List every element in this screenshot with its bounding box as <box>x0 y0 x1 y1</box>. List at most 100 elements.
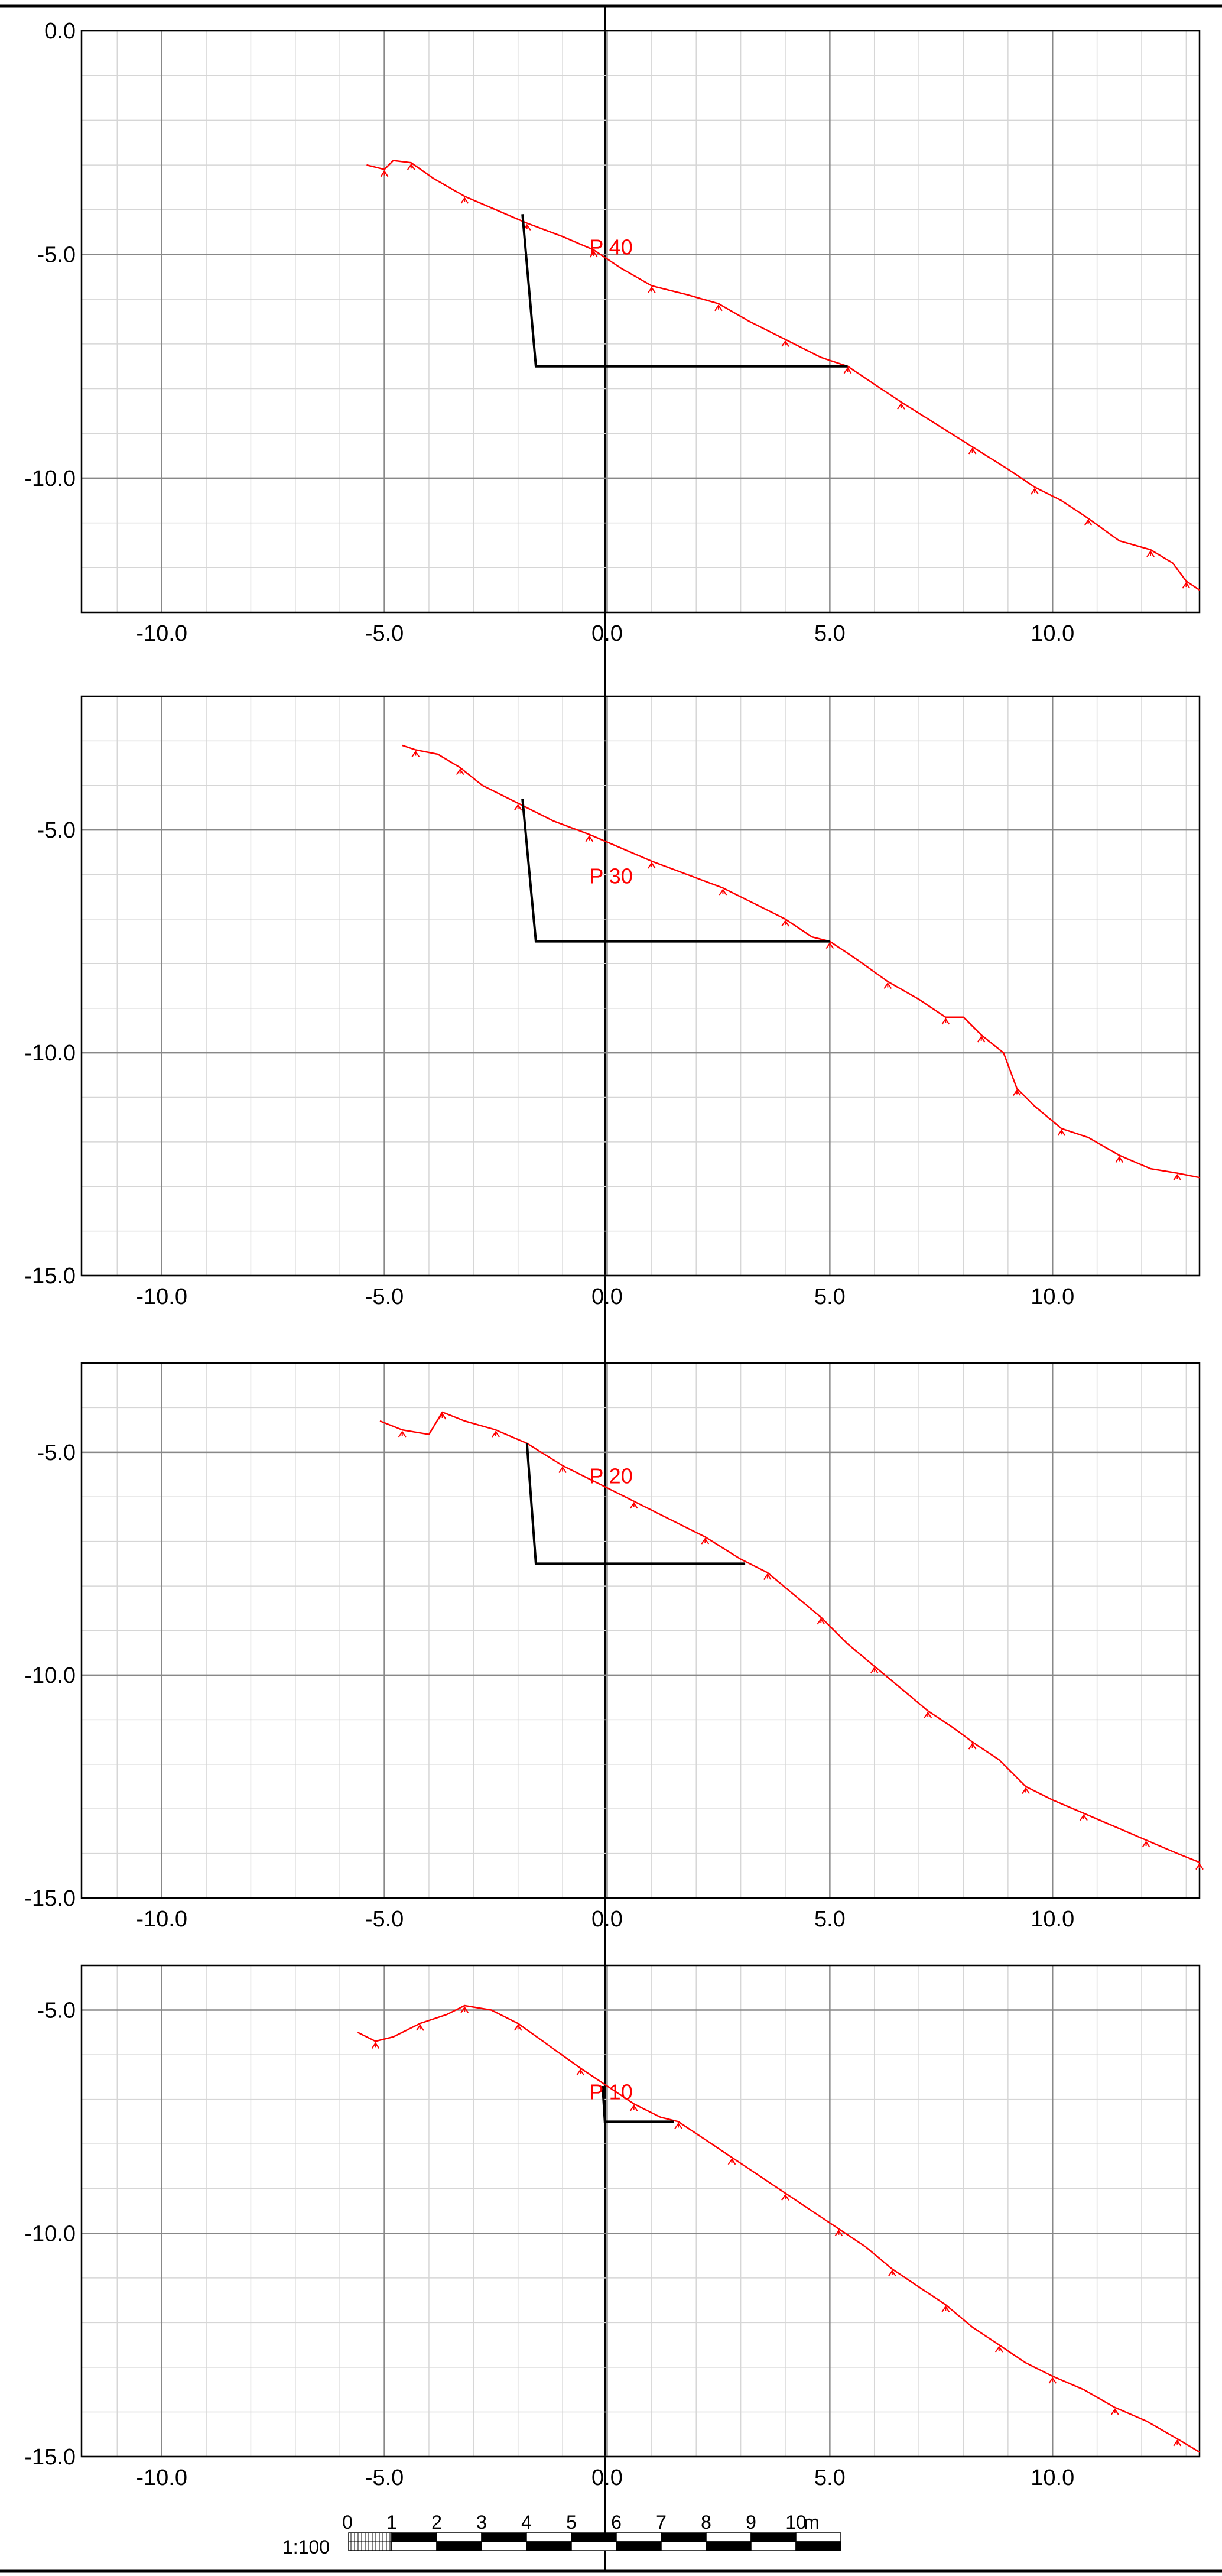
profile-panel: -10.0 -5.0 0.0 5.0 10.0 0.0 -5.0 -10.0 P 40 <box>24 19 1201 646</box>
scale-segment <box>571 2541 617 2551</box>
terrain-marker <box>514 2024 522 2031</box>
terrain-marker <box>968 1743 977 1750</box>
terrain-marker <box>1013 1089 1021 1096</box>
scale-tick-label: 4 <box>521 2512 532 2533</box>
profile-panel: -10.0 -5.0 0.0 5.0 10.0 -5.0 -10.0 -15.0 P 10 <box>24 1964 1201 2490</box>
scale-unit-label: m <box>804 2512 820 2533</box>
plot-frame <box>80 30 1201 614</box>
terrain-marker <box>460 197 469 204</box>
scale-tick-label: 0 <box>342 2512 353 2533</box>
x-tick-label: -10.0 <box>136 2465 187 2490</box>
scale-tick-label: 2 <box>431 2512 442 2533</box>
x-tick-label: -10.0 <box>136 1284 187 1309</box>
scale-segment <box>795 2532 841 2542</box>
terrain-marker <box>781 920 789 927</box>
plot-frame <box>80 1964 1201 2458</box>
terrain-marker <box>416 2024 424 2031</box>
plot-frame <box>80 1362 1201 1899</box>
scale-segment <box>391 2532 437 2542</box>
y-tick-label: -5.0 <box>37 818 76 843</box>
scale-hatch-block <box>348 2532 392 2551</box>
scale-tick-label: 5 <box>566 2512 577 2533</box>
x-tick-label: 10.0 <box>1031 1284 1074 1309</box>
terrain-marker <box>701 1537 710 1545</box>
plot-frame <box>80 695 1201 1277</box>
scale-tick-label: 9 <box>746 2512 756 2533</box>
x-tick-label: 0.0 <box>592 1907 623 1932</box>
terrain-marker <box>1195 1863 1204 1870</box>
x-tick-label: 5.0 <box>814 1284 846 1309</box>
terrain-marker <box>585 835 594 842</box>
scale-tick-label: 10 <box>785 2512 807 2533</box>
terrain-marker <box>994 2345 1003 2353</box>
x-tick-label: -5.0 <box>365 621 404 646</box>
profile-label: P 20 <box>589 1464 632 1488</box>
scale-segment <box>391 2541 437 2551</box>
x-tick-label: 5.0 <box>814 2465 846 2490</box>
terrain-marker <box>398 1430 407 1438</box>
terrain-marker <box>380 170 389 177</box>
x-tick-label: 5.0 <box>814 621 846 646</box>
terrain-marker <box>897 403 905 410</box>
x-tick-label: 0.0 <box>592 621 623 646</box>
terrain-marker <box>941 2305 950 2312</box>
terrain-marker <box>1022 1787 1030 1795</box>
x-tick-label: 0.0 <box>592 2465 623 2490</box>
x-tick-label: -5.0 <box>365 1907 404 1932</box>
excavation-line <box>525 1443 746 1565</box>
excavation-line <box>521 799 830 943</box>
y-tick-label: -5.0 <box>37 242 76 267</box>
scale-segment <box>436 2532 482 2542</box>
scale-segment <box>706 2541 752 2551</box>
scale-segment <box>481 2541 527 2551</box>
excavation-line <box>521 214 848 368</box>
profile-panels: -10.0 -5.0 0.0 5.0 10.00.0-5.0-10.0P 40-10.0… <box>24 19 1204 2490</box>
terrain-marker <box>826 942 834 949</box>
terrain-marker <box>781 2194 789 2201</box>
scale-segment <box>750 2532 797 2542</box>
y-tick-label: -15.0 <box>24 2445 76 2470</box>
scale-segment <box>616 2541 662 2551</box>
y-tick-label: -10.0 <box>24 2221 76 2246</box>
terrain-marker <box>576 2068 585 2076</box>
scale-tick-label: 3 <box>476 2512 487 2533</box>
scale-segment <box>750 2541 797 2551</box>
terrain-line <box>379 1411 1200 1863</box>
x-tick-label: 10.0 <box>1031 1907 1074 1932</box>
terrain-line <box>357 2004 1200 2453</box>
scale-bar: 1:100 m 0 1 2 3 4 5 6 7 8 9 10 <box>282 2512 841 2558</box>
terrain-marker <box>407 163 415 170</box>
terrain-marker <box>781 340 789 347</box>
scale-segment <box>661 2541 707 2551</box>
terrain-marker <box>674 2122 682 2129</box>
terrain-marker <box>648 286 656 294</box>
scale-segment <box>706 2532 752 2542</box>
scale-segment <box>436 2541 482 2551</box>
scale-segment <box>571 2532 617 2542</box>
profile-label: P 30 <box>589 864 632 888</box>
x-tick-label: 0.0 <box>592 1284 623 1309</box>
y-tick-label: -5.0 <box>37 1441 76 1465</box>
x-tick-label: -10.0 <box>136 1907 187 1932</box>
x-tick-label: 10.0 <box>1031 2465 1074 2490</box>
y-tick-label: -15.0 <box>24 1264 76 1289</box>
terrain-marker <box>629 1501 638 1509</box>
scale-segment <box>526 2541 572 2551</box>
scale-segment <box>526 2532 572 2542</box>
x-tick-label: -5.0 <box>365 1284 404 1309</box>
terrain-marker <box>714 304 723 312</box>
terrain-marker <box>371 2042 380 2049</box>
terrain-marker <box>1057 1129 1066 1136</box>
scale-tick-label: 6 <box>611 2512 622 2533</box>
terrain-marker <box>843 366 852 374</box>
terrain-marker <box>924 1711 932 1718</box>
profile-label: P 10 <box>589 2080 632 2104</box>
terrain-marker <box>1115 1156 1124 1163</box>
terrain-marker <box>1173 1173 1182 1181</box>
scale-segment <box>481 2532 527 2542</box>
profile-panel: -10.0 -5.0 0.0 5.0 10.0 -5.0 -10.0 -15.0 P 30 <box>24 695 1201 1309</box>
x-tick-label: -5.0 <box>365 2465 404 2490</box>
x-tick-label: -10.0 <box>136 621 187 646</box>
